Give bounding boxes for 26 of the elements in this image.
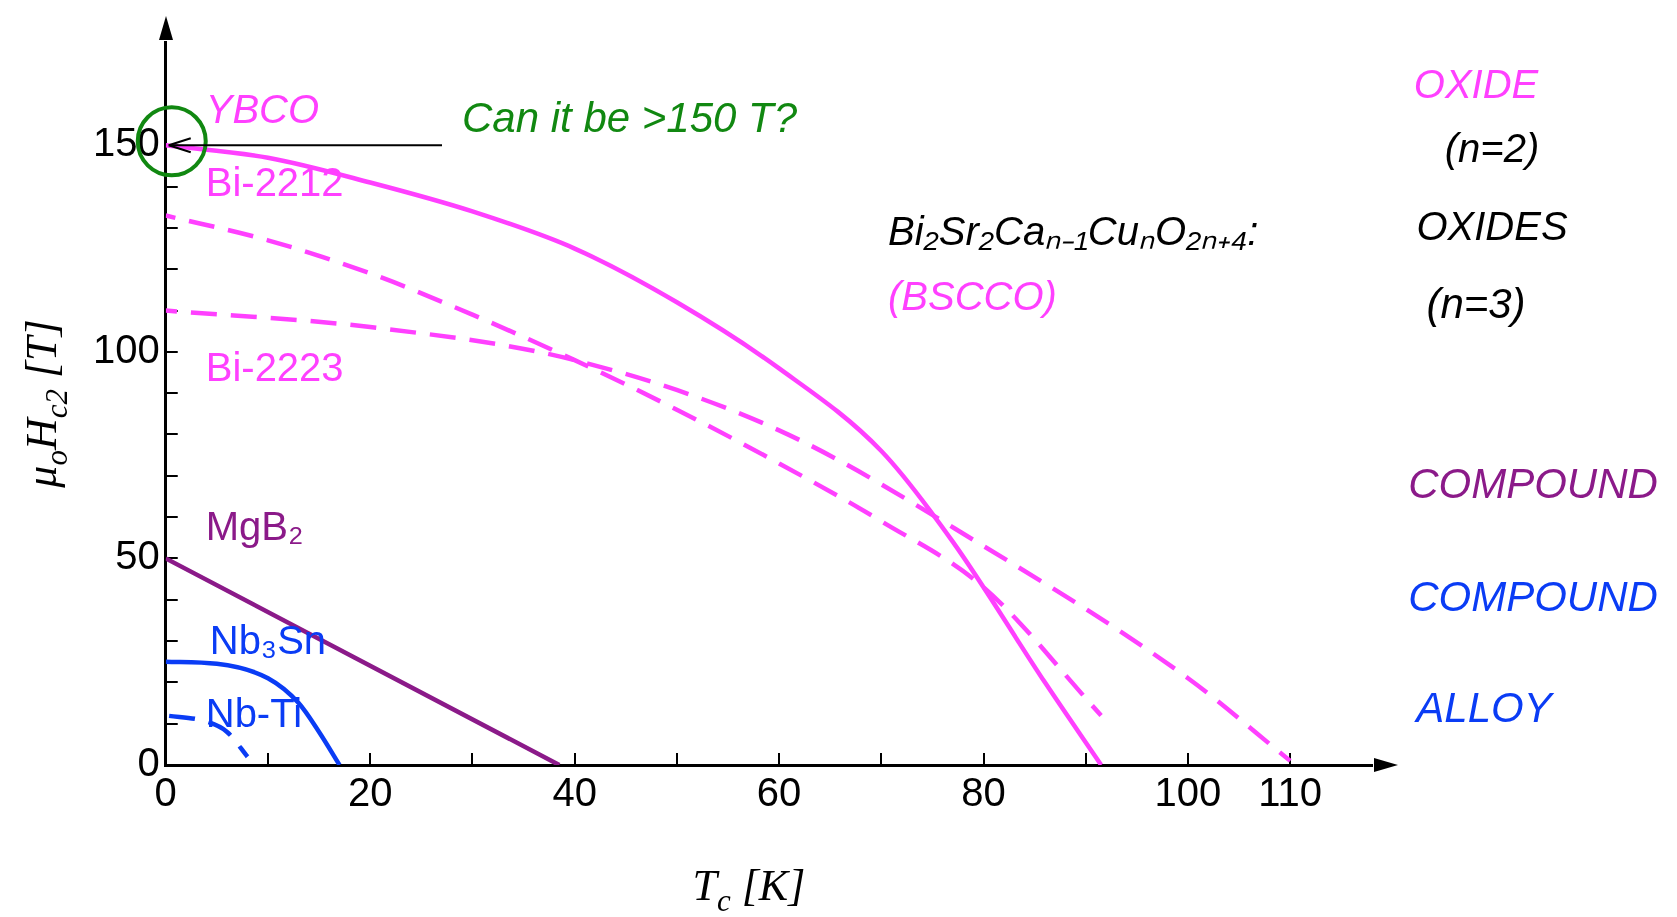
text: OXIDE [1413,62,1540,106]
series-label: Bi-2223 [205,344,344,389]
text: (n=2) [1444,126,1540,170]
x-tick-label: 110 [1258,770,1323,815]
annotation: Bi₂Sr₂Caₙ₋₁CuₙO₂ₙ₊₄: [888,209,1259,253]
annotation: Can it be >150 T? [462,94,798,141]
series-label: Nb₃Sn [209,617,327,662]
text: COMPOUND [1408,460,1658,507]
line-series [165,659,342,765]
annotation: (BSCCO) [888,274,1057,318]
text: OXIDES [1416,204,1568,248]
y-tick-label: 50 [115,533,160,578]
series-label: Nb-Ti [205,691,303,736]
series-label: MgB₂ [205,504,304,549]
text: COMPOUND [1408,573,1658,620]
text: ALLOY [1413,684,1555,731]
x-tick-label: 80 [961,770,1006,815]
x-tick-label: 20 [347,770,393,815]
x-tick-label: 60 [756,770,802,815]
x-tick-label: 40 [552,770,597,815]
y-axis-title: μoHc2 [T] [17,319,74,489]
series-label: YBCO [205,87,320,132]
text: (n=3) [1426,280,1526,327]
series-label: Bi-2212 [205,159,344,204]
x-tick-label: 100 [1154,770,1222,815]
y-tick-label: 100 [92,326,160,371]
